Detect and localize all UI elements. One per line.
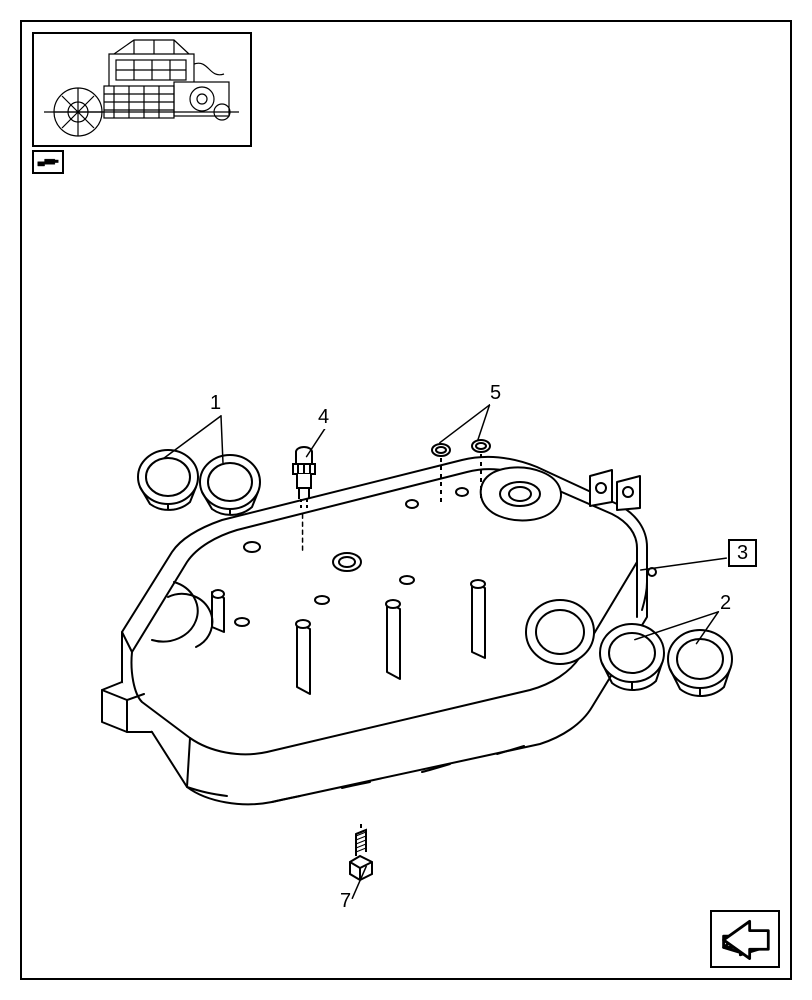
reference-thumbnail [32,32,252,147]
callout-4: 4 [318,406,329,429]
breather-plug [286,444,322,514]
page-flag-icon [32,150,64,174]
callout-2: 2 [720,592,731,615]
main-diagram: 1 4 5 3 2 7 [32,182,780,968]
bushing-pair-left [132,432,282,527]
callout-3: 3 [728,539,757,567]
next-page-arrow[interactable] [710,910,780,968]
flange-bolt [342,822,388,892]
callout-7: 7 [340,890,351,913]
o-rings-pair [417,432,507,512]
machine-thumbnail-art [34,34,250,145]
callout-1: 1 [210,392,221,415]
bushing-pair-right [592,607,747,707]
diagram-frame: 1 4 5 3 2 7 [20,20,792,980]
callout-5: 5 [490,382,501,405]
